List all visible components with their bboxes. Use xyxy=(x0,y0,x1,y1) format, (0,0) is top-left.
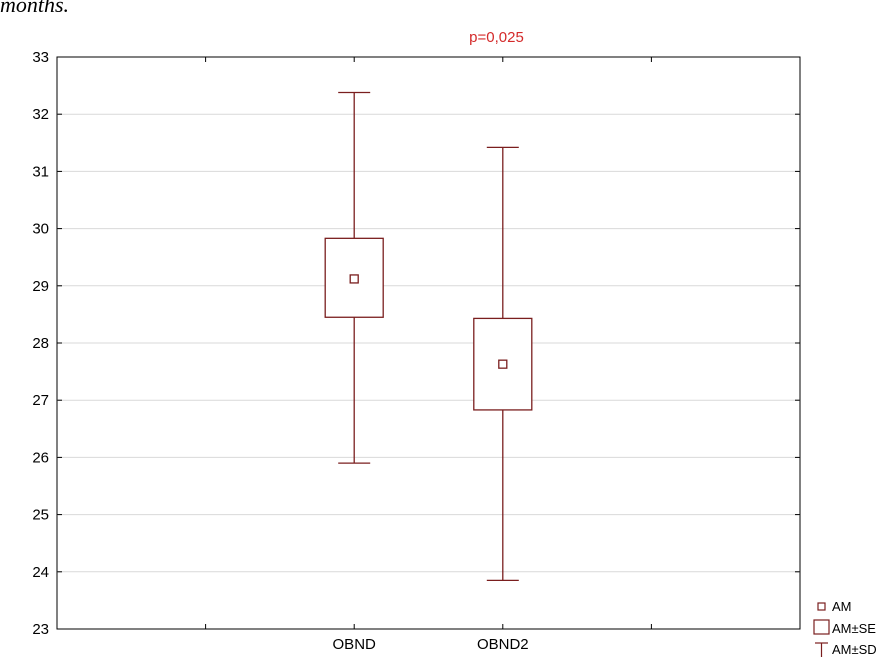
y-tick-label: 31 xyxy=(32,163,49,180)
y-tick-label: 24 xyxy=(32,564,49,581)
y-tick-label: 23 xyxy=(32,621,49,638)
y-tick-label: 33 xyxy=(32,49,49,66)
box-group-obnd2 xyxy=(473,146,533,582)
figure-caption-fragment: months. xyxy=(0,0,70,17)
p-value-annotation: p=0,025 xyxy=(469,29,524,46)
x-category-label: OBND2 xyxy=(477,636,529,653)
y-tick-label: 29 xyxy=(32,278,49,295)
legend-label-am: AM xyxy=(832,599,852,614)
legend-se-swatch xyxy=(813,619,830,635)
y-tick-label: 26 xyxy=(32,449,49,466)
y-tick-label: 30 xyxy=(32,221,49,238)
legend-label-sd: AM±SD xyxy=(832,642,877,657)
y-tick-label: 28 xyxy=(32,335,49,352)
legend: AM AM±SE AM±SD xyxy=(813,599,877,657)
mean-marker xyxy=(349,274,359,284)
legend-mean-swatch xyxy=(817,602,826,611)
box-group-obnd xyxy=(324,91,384,464)
y-tick-label: 32 xyxy=(32,106,49,123)
y-tick-label: 25 xyxy=(32,507,49,524)
y-tick-label: 27 xyxy=(32,392,49,409)
legend-label-se: AM±SE xyxy=(832,621,876,636)
mean-marker xyxy=(498,359,508,369)
x-category-label: OBND xyxy=(333,636,377,653)
